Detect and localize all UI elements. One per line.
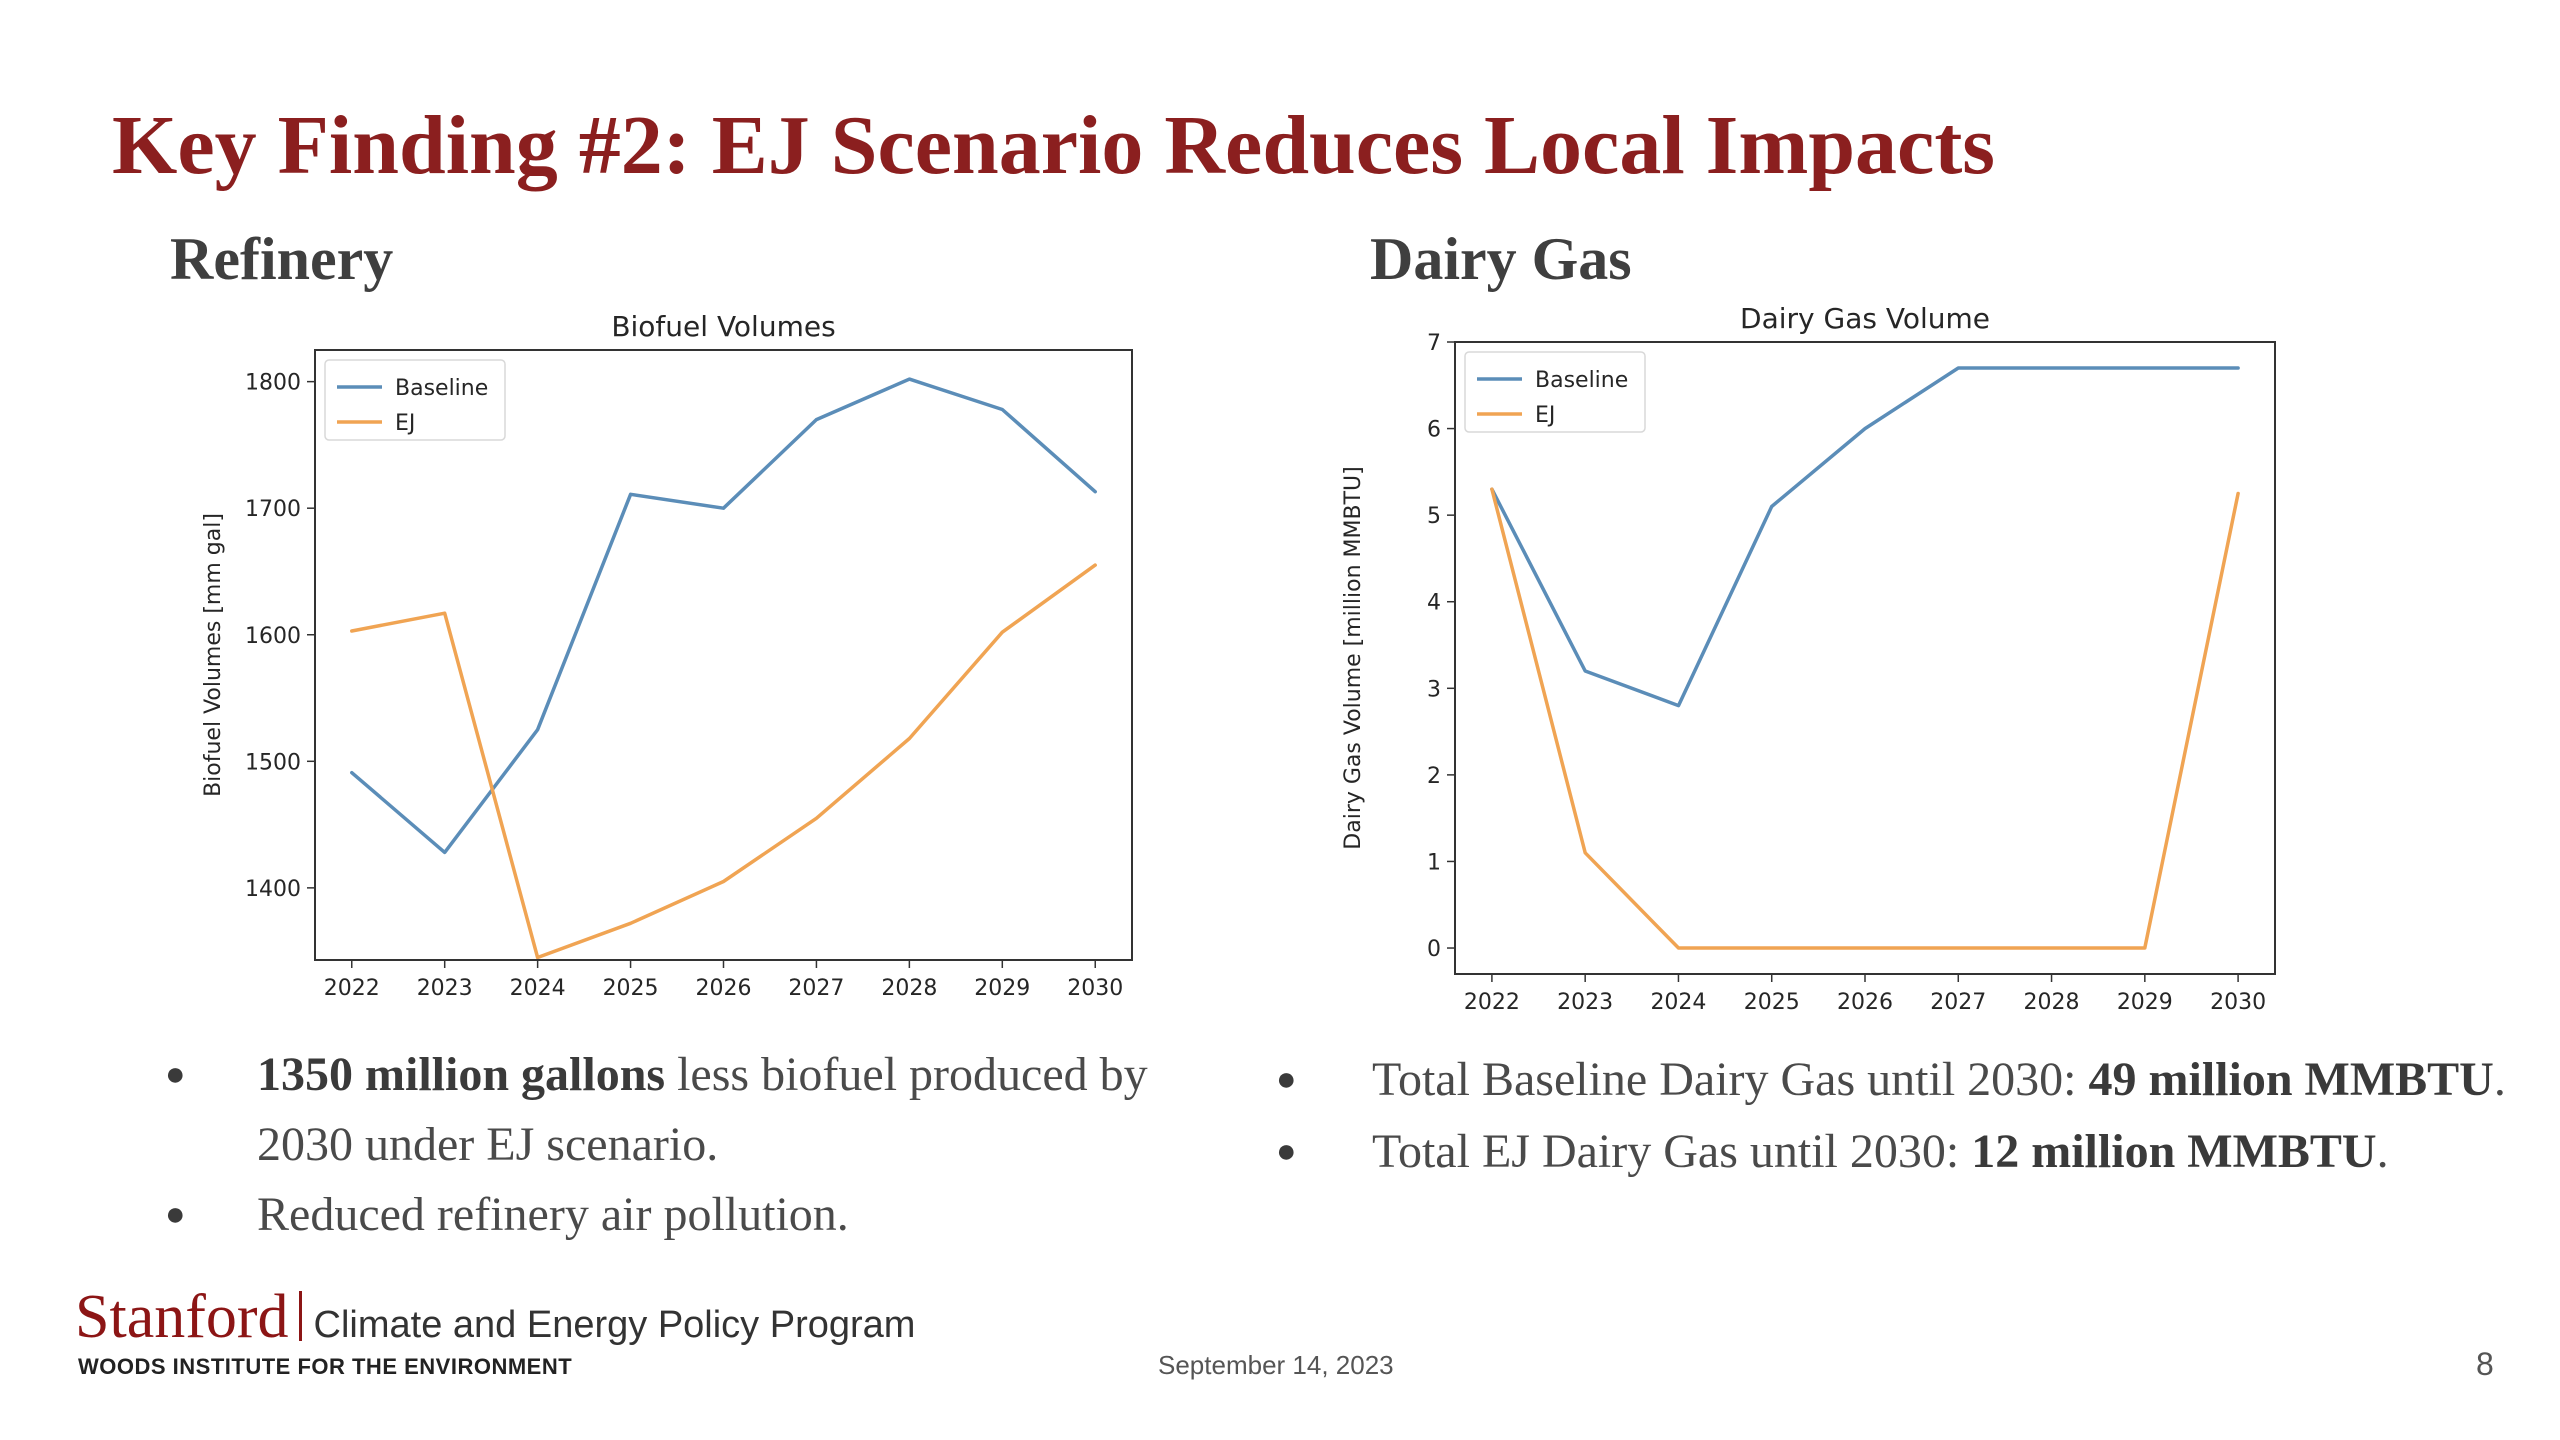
refinery-heading: Refinery — [170, 226, 394, 292]
bullet-text: less biofuel produced by 2030 under EJ s… — [257, 1048, 1148, 1171]
x-tick-label: 2028 — [881, 976, 937, 1001]
y-tick-label: 3 — [1427, 677, 1441, 702]
y-tick-label: 1500 — [245, 750, 301, 775]
bullet-item: ● Reduced refinery air pollution. — [165, 1180, 1165, 1250]
y-tick-label: 1 — [1427, 850, 1441, 875]
x-tick-label: 2029 — [2117, 990, 2173, 1015]
y-tick-label: 4 — [1427, 591, 1441, 616]
y-tick-label: 0 — [1427, 937, 1441, 962]
y-tick-label: 5 — [1427, 504, 1441, 529]
bullet-text: Total Baseline Dairy Gas until 2030: — [1372, 1053, 2089, 1106]
page-number: 8 — [2476, 1346, 2494, 1382]
institute-name: WOODS INSTITUTE FOR THE ENVIRONMENT — [78, 1354, 573, 1379]
slide-title: Key Finding #2: EJ Scenario Reduces Loca… — [112, 99, 1995, 192]
bullet-tail: . — [2493, 1053, 2506, 1106]
y-tick-label: 1700 — [245, 497, 301, 522]
x-tick-label: 2027 — [1930, 990, 1986, 1015]
x-tick-label: 2030 — [2210, 990, 2266, 1015]
refinery-bullet-list: ● 1350 million gallons less biofuel produ… — [165, 1040, 1165, 1250]
x-tick-label: 2022 — [324, 976, 380, 1001]
series-line-ej — [350, 563, 1097, 960]
bullet-text: Reduced refinery air pollution. — [257, 1188, 849, 1241]
plot-frame — [1454, 341, 2276, 975]
y-tick-label: 1600 — [245, 624, 301, 649]
dairy-gas-volume-chart: Dairy Gas Volume Dairy Gas Volume [millio… — [1341, 302, 2276, 1015]
slide-date: September 14, 2023 — [1158, 1350, 1394, 1380]
bullet-item: ● Total EJ Dairy Gas until 2030: 12 milli… — [1276, 1122, 2536, 1182]
y-tick-label: 7 — [1427, 331, 1441, 356]
y-tick-label: 1400 — [245, 877, 301, 902]
bullet-bold-text: 1350 million gallons — [257, 1048, 666, 1101]
x-tick-label: 2024 — [510, 976, 566, 1001]
stanford-logo: Stanford Climate and Energy Policy Progra… — [75, 1282, 915, 1353]
bullet-tail: . — [2376, 1125, 2389, 1178]
legend-label: Baseline — [395, 376, 488, 401]
x-tick-label: 2030 — [1067, 976, 1123, 1001]
bullet-item: ● Total Baseline Dairy Gas until 2030: 49… — [1276, 1050, 2536, 1110]
y-axis-label: Biofuel Volumes [mm gal] — [201, 513, 226, 797]
bullet-bold-text: 49 million MMBTU — [2088, 1053, 2494, 1106]
plot-frame — [314, 349, 1133, 961]
y-tick-label: 2 — [1427, 764, 1441, 789]
bullet-text: Total EJ Dairy Gas until 2030: — [1372, 1125, 1972, 1178]
x-tick-label: 2023 — [417, 976, 473, 1001]
legend-box — [1464, 351, 1646, 433]
bullet-dot-icon: ● — [1276, 1133, 1297, 1170]
program-name: Climate and Energy Policy Program — [313, 1304, 916, 1346]
series-line-baseline — [350, 377, 1097, 855]
x-tick-label: 2023 — [1557, 990, 1613, 1015]
x-tick-label: 2027 — [788, 976, 844, 1001]
logo-divider — [298, 1291, 302, 1341]
x-tick-label: 2028 — [2024, 990, 2080, 1015]
x-tick-label: 2025 — [603, 976, 659, 1001]
dairy-gas-heading: Dairy Gas — [1370, 226, 1632, 292]
x-tick-label: 2026 — [1837, 990, 1893, 1015]
series-line-ej — [1490, 487, 2240, 950]
legend-label: Baseline — [1535, 368, 1628, 393]
x-tick-label: 2022 — [1464, 990, 1520, 1015]
series-line-baseline — [1490, 366, 2240, 708]
chart-title: Dairy Gas Volume — [1740, 302, 1990, 335]
y-tick-label: 6 — [1427, 418, 1441, 443]
bullet-dot-icon: ● — [165, 1056, 186, 1093]
y-tick-label: 1800 — [245, 371, 301, 396]
bullet-bold-text: 12 million MMBTU — [1971, 1125, 2377, 1178]
x-tick-label: 2024 — [1650, 990, 1706, 1015]
stanford-wordmark: Stanford — [75, 1283, 289, 1351]
bullet-dot-icon: ● — [165, 1196, 186, 1233]
legend-label: EJ — [395, 411, 415, 436]
x-tick-label: 2029 — [974, 976, 1030, 1001]
bullet-dot-icon: ● — [1276, 1061, 1297, 1098]
legend-box — [324, 359, 506, 441]
dairy-bullet-list: ● Total Baseline Dairy Gas until 2030: 49… — [1276, 1050, 2536, 1182]
biofuel-volumes-chart: Biofuel Volumes Biofuel Volumes [mm gal] 1… — [201, 310, 1133, 1001]
bullet-item: ● 1350 million gallons less biofuel produ… — [165, 1040, 1165, 1180]
legend-label: EJ — [1535, 403, 1555, 428]
x-tick-label: 2025 — [1744, 990, 1800, 1015]
x-tick-label: 2026 — [696, 976, 752, 1001]
chart-title: Biofuel Volumes — [611, 310, 835, 343]
y-axis-label: Dairy Gas Volume [million MMBTU] — [1341, 466, 1366, 849]
